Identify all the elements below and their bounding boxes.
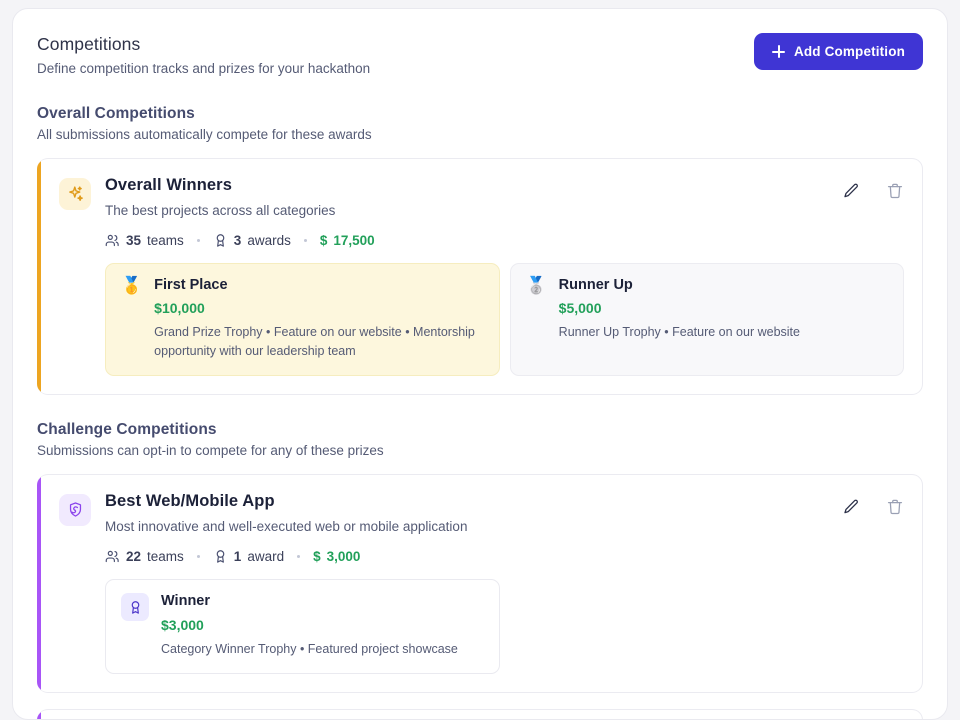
- prize-amount: $3,000: [161, 616, 204, 633]
- prize-list: 🥇 First Place $10,000 Grand Prize Trophy…: [59, 263, 904, 376]
- edit-competition-button[interactable]: [842, 498, 860, 516]
- competitions-page-card: Competitions Define competition tracks a…: [12, 8, 948, 720]
- page-header: Competitions Define competition tracks a…: [37, 33, 923, 79]
- stat-separator: [196, 239, 200, 243]
- edit-competition-button[interactable]: [842, 182, 860, 200]
- stat-awards-value: 1: [233, 549, 242, 565]
- stat-separator: [303, 239, 307, 243]
- page-title: Competitions: [37, 34, 141, 54]
- prize-details: First Place $10,000 Grand Prize Trophy •…: [154, 277, 483, 360]
- page-subtitle: Define competition tracks and prizes for…: [37, 60, 371, 76]
- plus-icon: [772, 45, 786, 58]
- stat-prize-value: 17,500: [333, 233, 375, 249]
- award-icon: [216, 234, 225, 247]
- stat-awards-label: awards: [247, 233, 291, 249]
- section-challenge-competitions: Challenge Competitions Submissions can o…: [37, 420, 923, 719]
- prize-details: Runner Up $5,000 Runner Up Trophy • Feat…: [559, 277, 888, 342]
- section-subtitle: Submissions can opt-in to compete for an…: [37, 442, 384, 458]
- stat-awards: 1 award: [213, 549, 284, 564]
- prize-perks: Runner Up Trophy • Feature on our websit…: [558, 325, 800, 340]
- pencil-icon: [844, 183, 858, 197]
- delete-competition-button[interactable]: [886, 498, 904, 516]
- users-icon: [105, 234, 119, 247]
- competition-description: Most innovative and well-executed web or…: [105, 519, 468, 535]
- sparkles-icon: [59, 177, 91, 210]
- stat-awards-value: 3: [233, 233, 242, 249]
- stat-teams-label: teams: [147, 549, 184, 565]
- competition-card-header: Best Web/Mobile App Most innovative and …: [59, 491, 904, 565]
- stat-prize-total: $ 17,500: [320, 233, 375, 248]
- section-title: Overall Competitions: [37, 104, 195, 122]
- stat-teams-value: 22: [126, 549, 142, 565]
- competition-stats: 22 teams 1 award: [105, 549, 826, 564]
- competition-name: Best Web/Mobile App: [105, 491, 275, 510]
- prize-card-winner[interactable]: Winner $3,000 Category Winner Trophy • F…: [105, 579, 500, 674]
- stat-prize-total: $ 3,000: [313, 549, 360, 564]
- delete-competition-button[interactable]: [886, 182, 904, 200]
- add-competition-button[interactable]: Add Competition: [754, 33, 923, 70]
- competition-card-header: Overall Winners The best projects across…: [59, 175, 904, 249]
- currency-symbol: $: [313, 549, 321, 565]
- prize-name: First Place: [154, 277, 228, 294]
- competition-actions: [842, 175, 904, 200]
- stat-teams: 35 teams: [105, 233, 184, 248]
- section-title: Challenge Competitions: [37, 420, 217, 438]
- prize-list: Winner $3,000 Category Winner Trophy • F…: [59, 579, 904, 674]
- award-ribbon-icon: [121, 593, 149, 622]
- stat-prize-value: 3,000: [326, 549, 361, 565]
- stat-separator: [196, 555, 200, 559]
- competition-actions: [842, 491, 904, 516]
- prize-perks: Category Winner Trophy • Featured projec…: [161, 641, 458, 656]
- section-subtitle: All submissions automatically compete fo…: [37, 126, 372, 142]
- silver-medal-icon: 🥈: [525, 276, 547, 297]
- pencil-icon: [844, 499, 858, 513]
- stat-awards: 3 awards: [213, 233, 291, 248]
- prize-amount: $10,000: [154, 300, 205, 317]
- add-competition-label: Add Competition: [794, 44, 905, 59]
- stat-teams-label: teams: [147, 233, 184, 249]
- competition-card-best-web-mobile-app[interactable]: Best Web/Mobile App Most innovative and …: [37, 473, 923, 693]
- prize-name: Winner: [161, 593, 211, 610]
- gold-medal-icon: 🥇: [121, 276, 143, 297]
- prize-card-runner-up[interactable]: 🥈 Runner Up $5,000 Runner Up Trophy • Fe…: [509, 263, 904, 376]
- prize-amount: $5,000: [558, 300, 602, 317]
- shield-swirl-icon: [59, 493, 91, 526]
- prize-card-first-place[interactable]: 🥇 First Place $10,000 Grand Prize Trophy…: [105, 263, 500, 376]
- stat-separator: [297, 555, 301, 559]
- award-icon: [216, 550, 225, 563]
- trash-icon: [887, 499, 903, 514]
- competition-details: Overall Winners The best projects across…: [105, 175, 826, 249]
- competition-details: Best Web/Mobile App Most innovative and …: [105, 491, 826, 565]
- prize-details: Winner $3,000 Category Winner Trophy • F…: [161, 593, 484, 658]
- competition-card-best-ai-ml-solution[interactable]: Best AI/ML Solution: [37, 708, 923, 719]
- stat-teams-value: 35: [126, 233, 142, 249]
- page-header-text: Competitions Define competition tracks a…: [37, 33, 370, 79]
- competition-description: The best projects across all categories: [105, 203, 336, 219]
- stat-awards-label: award: [247, 549, 285, 565]
- stat-teams: 22 teams: [105, 549, 184, 564]
- competition-stats: 35 teams 3 awards: [105, 233, 826, 248]
- competition-name: Overall Winners: [105, 175, 232, 194]
- competition-card-overall-winners[interactable]: Overall Winners The best projects across…: [37, 157, 923, 395]
- users-icon: [105, 550, 119, 563]
- section-overall-competitions: Overall Competitions All submissions aut…: [37, 105, 923, 395]
- prize-perks: Grand Prize Trophy • Feature on our webs…: [154, 325, 475, 358]
- trash-icon: [887, 183, 903, 198]
- prize-name: Runner Up: [558, 277, 633, 294]
- currency-symbol: $: [319, 233, 328, 249]
